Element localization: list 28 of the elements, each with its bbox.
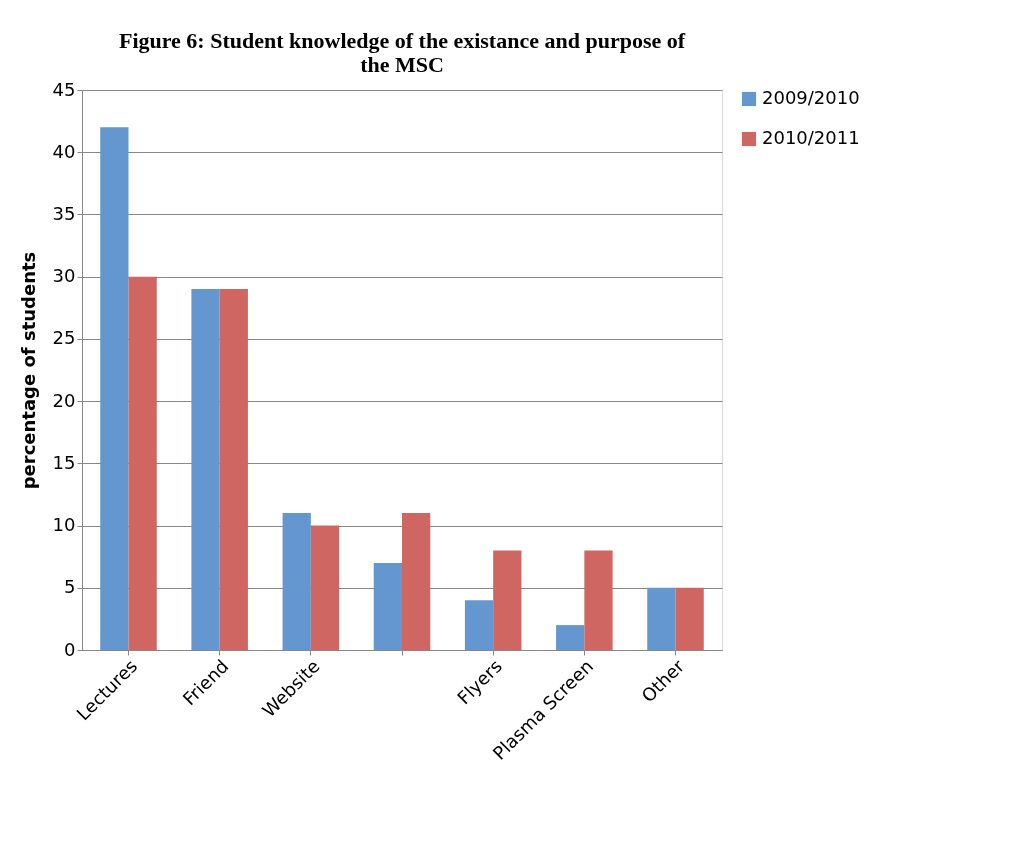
bar [100,127,129,650]
bar [556,625,585,650]
bar [584,550,613,650]
bar [310,525,340,650]
bar [402,513,431,650]
chart-title: Figure 6: Student knowledge of the existance and purpose of the MSC [118,28,686,77]
bar [464,600,494,650]
y-tick-label: 0 [64,638,76,660]
y-tick-label: 45 [52,78,76,100]
bar [128,276,157,650]
bar [675,587,704,650]
bar [191,289,220,650]
bar [493,550,522,650]
y-tick-label: 35 [52,202,76,224]
y-tick-label: 20 [52,389,76,411]
bar [282,513,311,650]
bar [219,289,248,650]
y-tick-label: 10 [52,514,76,536]
y-tick-label: 30 [52,265,76,287]
y-tick-label: 40 [52,140,76,162]
y-tick-label: 15 [52,451,76,473]
legend-label: 2009/2010 [762,87,860,108]
y-tick-label: 5 [64,576,76,598]
bar [647,587,676,650]
y-axis-title: percentage of students [17,251,39,490]
legend-label: 2010/2011 [762,127,860,148]
y-tick-label: 25 [52,327,76,349]
bar [373,562,402,650]
